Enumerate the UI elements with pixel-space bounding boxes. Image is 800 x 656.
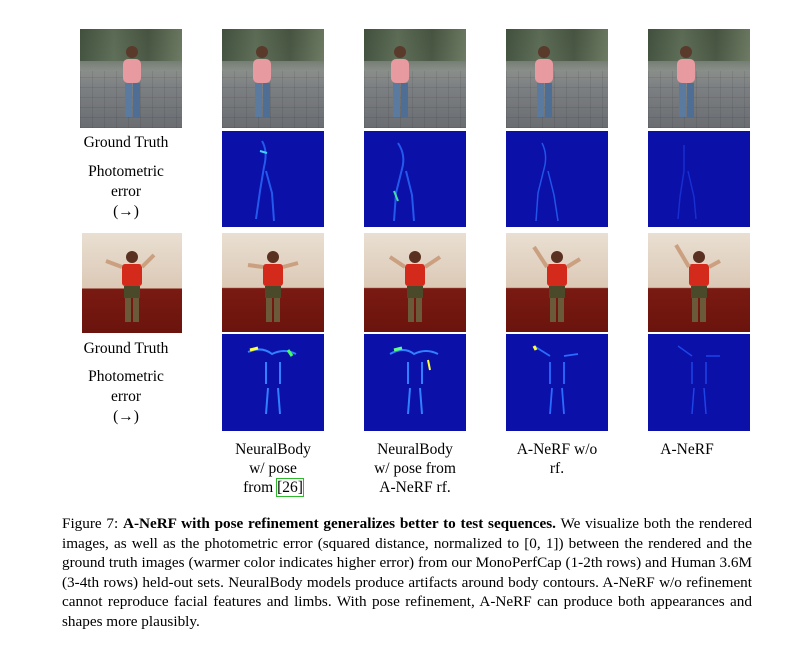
column-label-neuralbody-anerf-pose: NeuralBody w/ pose from A-NeRF rf. <box>350 440 480 497</box>
row-label-line: Photometric <box>88 368 164 385</box>
column-label-text: from <box>243 479 278 496</box>
render-indoor-anerf-wo-rf <box>506 233 608 332</box>
row-label-photometric-error-1: Photometric error (→) <box>66 162 186 222</box>
row-label-line: error <box>110 388 142 405</box>
row-label-arrow: (→) <box>113 408 139 425</box>
column-label-line: A-NeRF w/o <box>516 441 598 458</box>
row-label-photometric-error-2: Photometric error (→) <box>66 367 186 427</box>
row-label-line: error <box>110 183 142 200</box>
render-street-anerf <box>648 29 750 128</box>
caption-label: Figure 7: <box>62 515 123 532</box>
error-map-street-neuralbody <box>222 131 324 227</box>
column-label-line: from [26] <box>208 478 338 497</box>
row-label-arrow: (→) <box>113 203 139 220</box>
row-label-line: Photometric <box>88 163 164 180</box>
render-indoor-anerf <box>648 233 750 332</box>
column-label-line: w/ pose <box>249 460 297 477</box>
column-label-line: A-NeRF <box>660 441 714 458</box>
render-street-neuralbody <box>222 29 324 128</box>
figure-caption: Figure 7: A-NeRF with pose refinement ge… <box>62 514 752 631</box>
error-map-street-anerf <box>648 131 750 227</box>
column-label-anerf: A-NeRF <box>622 440 752 459</box>
error-map-indoor-neuralbody <box>222 334 324 431</box>
row-label-ground-truth-1: Ground Truth <box>83 134 169 151</box>
render-indoor-neuralbody <box>222 233 324 332</box>
error-map-street-anerf-wo-rf <box>506 131 608 227</box>
error-map-street-neuralbody-anerf-pose <box>364 131 466 227</box>
caption-title: A-NeRF with pose refinement generalizes … <box>122 515 556 532</box>
render-street-anerf-wo-rf <box>506 29 608 128</box>
gt-image-indoor <box>82 233 182 333</box>
caption-body: We visualize both the rendered images, a… <box>62 515 752 630</box>
column-label-line: NeuralBody <box>235 441 311 458</box>
render-indoor-neuralbody-anerf-pose <box>364 233 466 332</box>
error-map-indoor-anerf-wo-rf <box>506 334 608 431</box>
column-label-anerf-wo-rf: A-NeRF w/o rf. <box>492 440 622 478</box>
column-label-line: w/ pose from <box>374 460 456 477</box>
error-map-indoor-anerf <box>648 334 750 431</box>
column-label-neuralbody: NeuralBody w/ pose from [26] <box>208 440 338 497</box>
render-street-neuralbody-anerf-pose <box>364 29 466 128</box>
column-label-line: NeuralBody <box>377 441 453 458</box>
gt-image-street <box>80 29 182 128</box>
column-label-line: A-NeRF rf. <box>379 479 451 496</box>
error-map-indoor-neuralbody-anerf-pose <box>364 334 466 431</box>
citation-link[interactable]: [26] <box>276 478 304 497</box>
column-label-line: rf. <box>549 460 565 477</box>
row-label-ground-truth-2: Ground Truth <box>83 340 169 357</box>
